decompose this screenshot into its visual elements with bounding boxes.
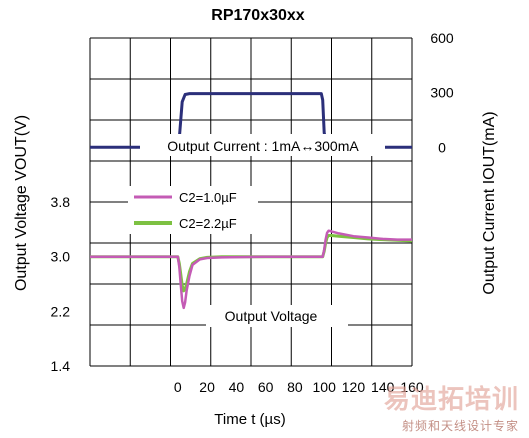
right-tick-label: 300 (430, 85, 454, 101)
legend-label: C2=2.2µF (179, 216, 237, 231)
right-axis-label: Output Current IOUT(mA) (481, 111, 498, 294)
x-tick-label: 20 (199, 379, 215, 395)
right-axis-ticks: 0 300 600 (430, 30, 454, 155)
right-tick-label: 600 (430, 30, 454, 46)
x-tick-label: 40 (229, 379, 245, 395)
series-line-c2-1uf (90, 229, 412, 310)
voltage-annotation: Output Voltage (225, 308, 318, 324)
legend: C2=1.0µF C2=2.2µF (128, 186, 258, 234)
chart-title: RP170x30xx (211, 7, 305, 24)
x-axis-label: Time t (µs) (214, 411, 285, 428)
current-annotation: Output Current : 1mA↔300mA (167, 138, 359, 154)
x-axis-ticks: 0 20 40 60 80 100 120 140 160 (174, 379, 424, 395)
left-axis-ticks: 1.4 2.2 3.0 3.8 (51, 194, 71, 374)
left-tick-label: 2.2 (51, 303, 71, 319)
current-annotation-bg (140, 134, 385, 156)
left-tick-label: 3.8 (51, 194, 71, 210)
right-tick-label: 0 (438, 139, 446, 155)
legend-box (128, 186, 258, 234)
legend-label: C2=1.0µF (179, 190, 237, 205)
x-tick-label: 160 (400, 379, 424, 395)
x-tick-label: 60 (258, 379, 274, 395)
x-tick-label: 80 (287, 379, 303, 395)
left-tick-label: 1.4 (51, 358, 71, 374)
x-tick-label: 100 (313, 379, 337, 395)
left-tick-label: 3.0 (51, 249, 71, 265)
voltage-annotation-bg (206, 305, 348, 327)
left-axis-label: Output Voltage VOUT(V) (13, 115, 30, 291)
x-tick-label: 140 (371, 379, 395, 395)
x-tick-label: 120 (342, 379, 366, 395)
x-tick-label: 0 (174, 379, 182, 395)
